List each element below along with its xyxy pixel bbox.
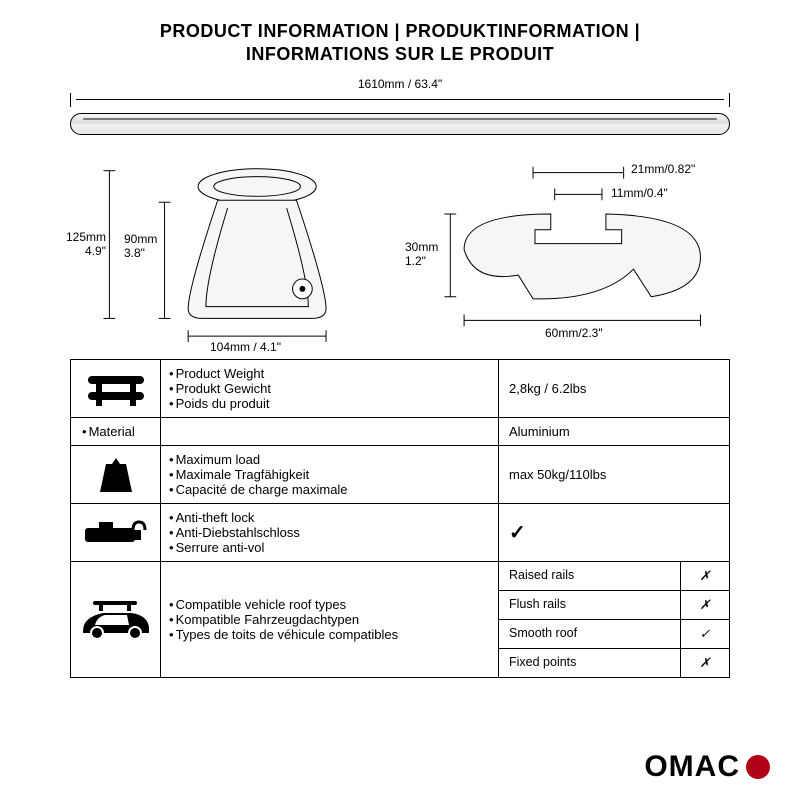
bar-length-label: 1610mm / 63.4" <box>70 77 730 91</box>
profile-slot-inner: 11mm/0.4" <box>611 187 668 201</box>
mount-ih-mm: 90mm <box>124 232 157 246</box>
brand-text: OMAC <box>644 750 740 784</box>
lock-value: ✓ <box>499 504 729 561</box>
title-line-1: PRODUCT INFORMATION | PRODUKTINFORMATION… <box>70 20 730 43</box>
row-lock: Anti-theft lock Anti-Diebstahlschloss Se… <box>71 503 729 561</box>
mount-ih-in: 3.8" <box>124 246 145 260</box>
crossbar-shape <box>70 113 730 135</box>
profile-h-in: 1.2" <box>405 254 426 268</box>
spec-table: Product Weight Produkt Gewicht Poids du … <box>70 359 730 678</box>
maxload-labels: Maximum load Maximale Tragfähigkeit Capa… <box>161 446 499 503</box>
lock-icon <box>71 504 161 561</box>
compat-labels: Compatible vehicle roof types Kompatible… <box>161 562 499 677</box>
profile-h-mm: 30mm <box>405 240 438 254</box>
weight-value: 2,8kg / 6.2lbs <box>499 360 729 417</box>
row-compat: Compatible vehicle roof types Kompatible… <box>71 561 729 677</box>
compat-subtable: Raised rails✗ Flush rails✗ Smooth roof✓ … <box>499 562 729 677</box>
weight-icon <box>71 360 161 417</box>
mount-h-mm: 125mm <box>66 230 106 244</box>
maxload-value: max 50kg/110lbs <box>499 446 729 503</box>
profile-slot-w: 21mm/0.82" <box>631 163 695 177</box>
profile-width: 60mm/2.3" <box>545 327 603 341</box>
material-labels: Material <box>70 418 499 445</box>
lock-labels: Anti-theft lock Anti-Diebstahlschloss Se… <box>161 504 499 561</box>
weight-labels: Product Weight Produkt Gewicht Poids du … <box>161 360 499 417</box>
material-value: Aluminium <box>499 418 729 445</box>
row-maxload: Maximum load Maximale Tragfähigkeit Capa… <box>71 445 729 503</box>
mount-base-w: 104mm / 4.1" <box>210 341 281 355</box>
row-weight: Product Weight Produkt Gewicht Poids du … <box>71 360 729 417</box>
row-material: Material Aluminium <box>71 417 729 445</box>
brand-dot-icon <box>746 755 770 779</box>
vehicle-icon <box>71 562 161 677</box>
bar-length-dimline <box>70 95 730 105</box>
maxload-icon <box>71 446 161 503</box>
page-title: PRODUCT INFORMATION | PRODUKTINFORMATION… <box>70 20 730 67</box>
bar-diagram: 1610mm / 63.4" <box>70 77 730 147</box>
mount-h-in: 4.9" <box>85 244 106 258</box>
profile-diagram: 21mm/0.82" 11mm/0.4" 30mm 1.2" 60mm/2.3" <box>405 151 730 351</box>
brand-logo: OMAC <box>644 750 770 784</box>
title-line-2: INFORMATIONS SUR LE PRODUIT <box>70 43 730 66</box>
mount-diagram: 125mm 4.9" 90mm 3.8" 104mm / 4.1" <box>70 151 395 351</box>
